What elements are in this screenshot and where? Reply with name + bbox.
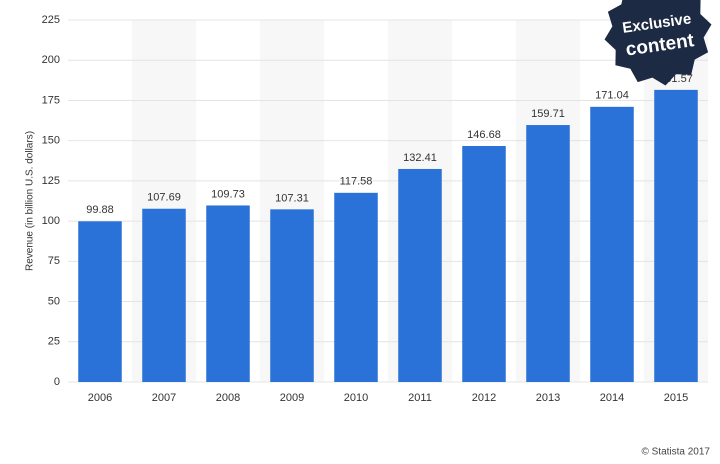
x-tick-label: 2011	[408, 392, 432, 404]
data-label: 117.58	[340, 176, 373, 188]
x-tick-label: 2015	[664, 392, 688, 404]
bar	[206, 205, 250, 382]
data-label: 107.69	[147, 192, 181, 204]
y-tick-label: 25	[48, 336, 60, 348]
bar	[78, 221, 122, 382]
x-tick-label: 2008	[216, 392, 240, 404]
data-label: 132.41	[403, 152, 437, 164]
data-label: 99.88	[86, 204, 114, 216]
data-label: 107.31	[275, 192, 309, 204]
x-tick-label: 2010	[344, 392, 368, 404]
bar	[334, 192, 378, 382]
x-tick-label: 2006	[88, 392, 112, 404]
bar	[398, 168, 442, 382]
y-tick-label: 125	[42, 175, 60, 187]
x-tick-label: 2012	[472, 392, 496, 404]
y-tick-label: 175	[42, 94, 60, 106]
bar	[270, 209, 314, 382]
data-label: 159.71	[531, 108, 565, 120]
y-tick-label: 0	[54, 376, 60, 388]
x-tick-label: 2009	[280, 392, 304, 404]
y-tick-label: 225	[42, 14, 60, 26]
y-axis-label: Revenue (in billion U.S. dollars)	[25, 131, 36, 271]
y-tick-label: 75	[48, 255, 60, 267]
x-tick-label: 2007	[152, 392, 176, 404]
bar	[462, 146, 506, 382]
y-tick-label: 50	[48, 295, 60, 307]
badge-shape	[604, 0, 712, 86]
y-tick-label: 200	[42, 54, 60, 66]
x-tick-label: 2013	[536, 392, 560, 404]
data-label: 109.73	[211, 188, 245, 200]
bar	[142, 208, 186, 382]
data-label: 146.68	[467, 129, 501, 141]
bar	[590, 106, 634, 382]
bar	[526, 125, 570, 382]
bar	[654, 89, 698, 382]
y-tick-label: 150	[42, 135, 60, 147]
data-label: 171.04	[595, 90, 629, 102]
y-tick-label: 100	[42, 215, 60, 227]
x-tick-label: 2014	[600, 392, 624, 404]
credit: © Statista 2017	[641, 447, 710, 458]
